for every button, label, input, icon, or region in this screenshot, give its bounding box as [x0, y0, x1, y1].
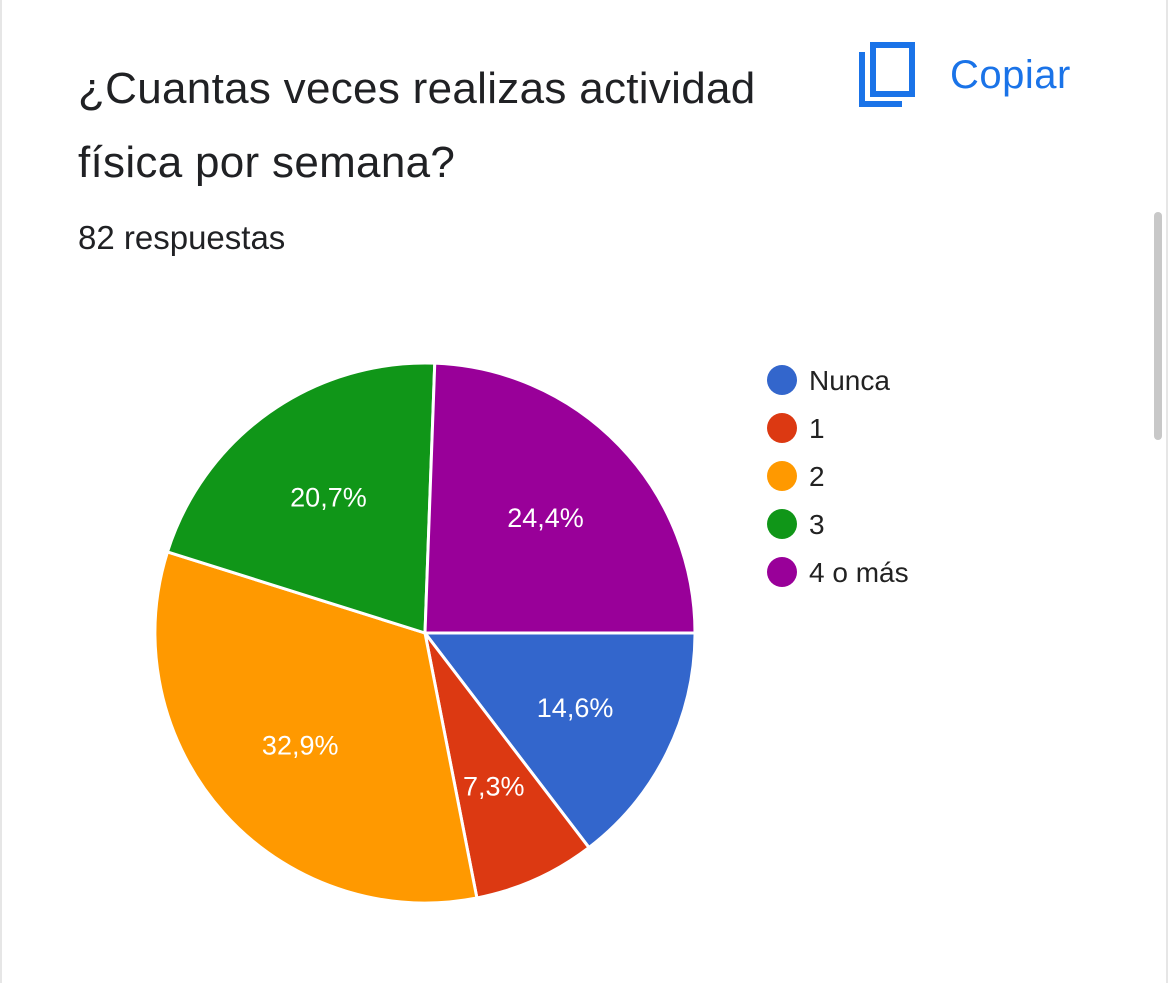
slice-label: 32,9% [262, 731, 339, 761]
legend-swatch [767, 365, 797, 395]
slice-label: 24,4% [507, 503, 584, 533]
copy-button[interactable]: Copiar [858, 40, 1071, 110]
pie-slice-2[interactable] [153, 550, 479, 905]
question-title: ¿Cuantas veces realizas actividad física… [78, 64, 756, 187]
legend-swatch [767, 413, 797, 443]
copy-label: Copiar [950, 52, 1071, 97]
pie-slice-nunca[interactable] [421, 631, 697, 850]
chart-legend: Nunca 1 2 3 4 o más [767, 365, 909, 588]
response-count: 82 respuestas [78, 219, 286, 256]
legend-item[interactable]: 1 [809, 413, 825, 444]
pie-slice-3[interactable] [165, 361, 437, 636]
scrollbar-thumb[interactable] [1154, 212, 1162, 440]
legend-item[interactable]: 2 [809, 461, 825, 492]
legend-swatch [767, 461, 797, 491]
pie-slice-4-o-ms[interactable] [423, 361, 697, 635]
legend-swatch [767, 509, 797, 539]
slice-label: 20,7% [290, 482, 367, 512]
pie-slice-1[interactable] [423, 632, 592, 900]
legend-item[interactable]: 4 o más [809, 557, 909, 588]
slice-label: 14,6% [537, 693, 614, 723]
copy-icon [859, 42, 915, 107]
slice-label: 7,3% [463, 772, 525, 802]
legend-item[interactable]: 3 [809, 509, 825, 540]
legend-item[interactable]: Nunca [809, 365, 890, 396]
legend-swatch [767, 557, 797, 587]
